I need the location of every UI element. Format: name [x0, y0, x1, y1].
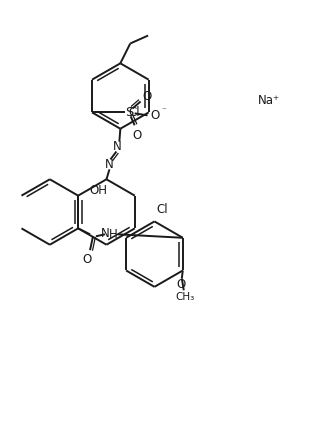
Text: OH: OH — [89, 184, 107, 197]
Text: S: S — [125, 106, 134, 119]
Text: CH₃: CH₃ — [175, 292, 194, 302]
Text: ⁻: ⁻ — [161, 106, 166, 115]
Text: O: O — [176, 278, 185, 291]
Text: O: O — [132, 129, 141, 142]
Text: O: O — [82, 252, 92, 266]
Text: Cl: Cl — [157, 203, 168, 216]
Text: Na⁺: Na⁺ — [258, 94, 280, 107]
Text: O: O — [142, 90, 151, 103]
Text: H: H — [108, 228, 117, 241]
Text: N: N — [105, 158, 114, 171]
Text: O: O — [151, 109, 160, 122]
Text: Cl: Cl — [128, 106, 140, 119]
Text: N: N — [100, 227, 109, 240]
Text: N: N — [113, 140, 122, 153]
